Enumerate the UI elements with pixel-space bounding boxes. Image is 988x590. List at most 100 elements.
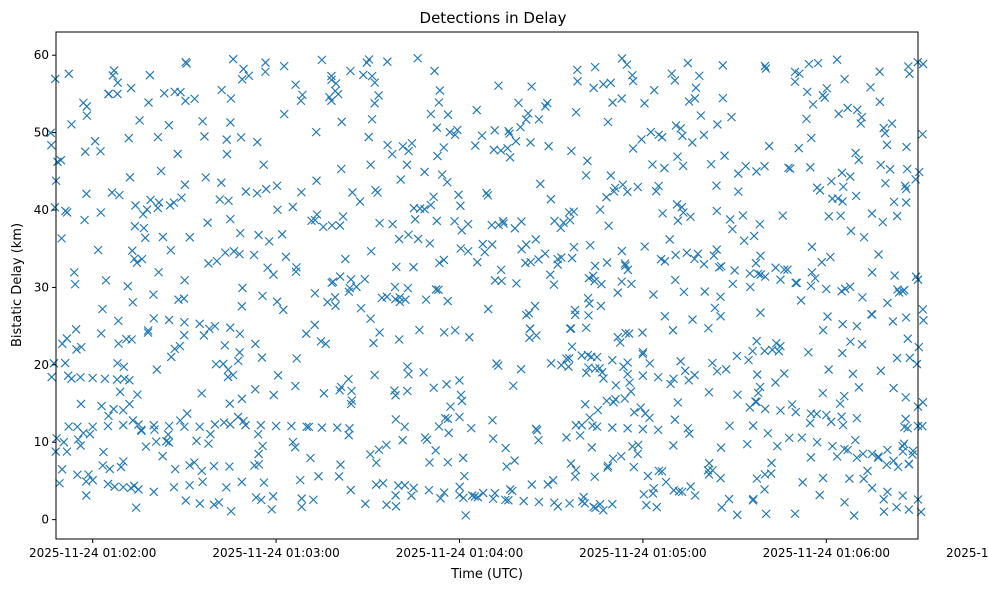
detection-point (839, 391, 849, 401)
detection-point (105, 464, 115, 474)
detection-point (583, 293, 593, 303)
detection-point (544, 141, 554, 151)
track-11-point (837, 286, 846, 296)
detection-point (67, 119, 76, 129)
detection-point (597, 367, 607, 377)
detection-point (455, 376, 464, 385)
detection-point (914, 342, 924, 352)
detection-point (258, 441, 268, 451)
detections-layer (46, 53, 928, 520)
detection-point (53, 157, 62, 167)
track-15-point (898, 491, 908, 501)
detection-point (391, 501, 401, 511)
detection-point (850, 435, 860, 445)
detection-point (882, 140, 892, 150)
detection-point (621, 328, 631, 338)
detection-point (197, 466, 207, 476)
detection-point (321, 339, 331, 349)
detection-point (355, 197, 365, 206)
detection-point (76, 342, 86, 352)
detection-point (581, 368, 591, 378)
detection-point (687, 138, 697, 147)
y-tick-label: 60 (34, 48, 49, 62)
detection-point (654, 181, 664, 191)
track-16-point (904, 505, 914, 514)
detection-point (459, 471, 469, 481)
detection-point (189, 458, 199, 467)
detection-point (395, 297, 405, 307)
detection-point (496, 146, 506, 155)
detection-point (611, 380, 621, 390)
detection-point (880, 128, 890, 138)
detection-point (700, 287, 710, 296)
track-11-point (776, 275, 785, 285)
detection-point (233, 412, 243, 422)
detection-point (879, 507, 889, 517)
detection-point (645, 413, 654, 423)
detection-point (226, 506, 236, 516)
detection-point (720, 151, 729, 161)
detection-point (76, 399, 86, 409)
detection-point (584, 299, 594, 308)
detection-point (114, 339, 123, 349)
track-2-point (271, 421, 281, 431)
detection-point (677, 487, 687, 497)
detection-point (161, 436, 171, 446)
track-9-point (577, 420, 587, 430)
detection-point (212, 256, 222, 266)
detection-point (760, 61, 770, 71)
detection-point (908, 450, 917, 459)
track-9-point (653, 425, 663, 435)
detection-point (96, 329, 106, 338)
detection-point (738, 211, 748, 220)
detection-point (404, 146, 414, 156)
track-2-point (345, 423, 354, 433)
detection-point (673, 398, 683, 407)
detection-point (704, 387, 714, 397)
detection-point (587, 443, 597, 452)
detection-point (440, 413, 450, 423)
detection-point (220, 340, 230, 350)
detection-point (139, 223, 149, 233)
detection-point (728, 279, 738, 289)
detection-point (446, 402, 455, 412)
detection-point (845, 474, 854, 483)
x-tick-label: 2025-11-24 01:05:00 (579, 546, 706, 560)
detection-point (154, 267, 164, 277)
detection-point (338, 212, 348, 221)
detection-point (514, 98, 523, 108)
track-11-point (714, 262, 724, 272)
detection-point (490, 488, 500, 498)
detection-point (145, 70, 155, 80)
detection-point (197, 388, 207, 398)
detection-point (686, 212, 695, 222)
detection-point (113, 78, 123, 88)
detection-point (718, 93, 728, 103)
detection-point (292, 354, 302, 363)
detection-point (490, 276, 500, 285)
detection-point (603, 463, 612, 473)
detection-point (425, 238, 435, 248)
detection-point (159, 88, 169, 98)
detection-point (46, 128, 56, 138)
detection-point (337, 117, 347, 127)
detection-point (431, 446, 441, 455)
detection-point (340, 254, 350, 264)
detection-point (135, 115, 145, 125)
detection-point (667, 69, 677, 79)
detection-point (776, 341, 785, 351)
detection-point (104, 411, 113, 421)
detection-point (660, 256, 670, 266)
detection-point (211, 359, 221, 369)
detection-point (394, 335, 404, 344)
detection-point (59, 437, 69, 447)
detection-point (311, 127, 321, 137)
track-7-point (565, 498, 574, 508)
detection-point (249, 250, 259, 260)
detection-point (50, 74, 60, 84)
track-7-point (519, 496, 529, 506)
detection-point (677, 202, 687, 212)
detection-point (370, 78, 380, 88)
detection-point (725, 215, 735, 224)
